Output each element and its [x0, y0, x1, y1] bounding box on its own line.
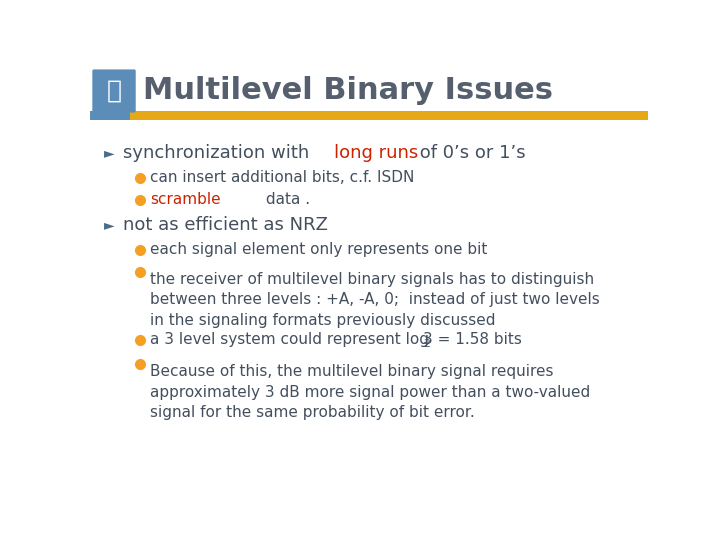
Text: scramble: scramble	[150, 192, 221, 207]
Text: Multilevel Binary Issues: Multilevel Binary Issues	[143, 77, 553, 105]
Text: data .: data .	[261, 192, 310, 207]
Text: 3 = 1.58 bits: 3 = 1.58 bits	[423, 332, 522, 347]
Text: 2: 2	[423, 339, 430, 348]
Text: synchronization with: synchronization with	[122, 144, 315, 163]
Text: Because of this, the multilevel binary signal requires
approximately 3 dB more s: Because of this, the multilevel binary s…	[150, 364, 590, 420]
Bar	[130, 111, 648, 120]
Text: ►: ►	[104, 146, 114, 160]
Text: 🌐: 🌐	[107, 79, 122, 103]
Text: the receiver of multilevel binary signals has to distinguish
between three level: the receiver of multilevel binary signal…	[150, 272, 600, 328]
Text: long runs: long runs	[334, 144, 418, 163]
Text: ►: ►	[104, 218, 114, 232]
Bar	[90, 111, 130, 120]
Text: of 0’s or 1’s: of 0’s or 1’s	[414, 144, 526, 163]
Text: each signal element only represents one bit: each signal element only represents one …	[150, 242, 488, 257]
Text: a 3 level system could represent log: a 3 level system could represent log	[150, 332, 429, 347]
FancyBboxPatch shape	[92, 70, 136, 112]
Text: can insert additional bits, c.f. ISDN: can insert additional bits, c.f. ISDN	[150, 171, 415, 186]
Text: not as efficient as NRZ: not as efficient as NRZ	[122, 216, 328, 234]
